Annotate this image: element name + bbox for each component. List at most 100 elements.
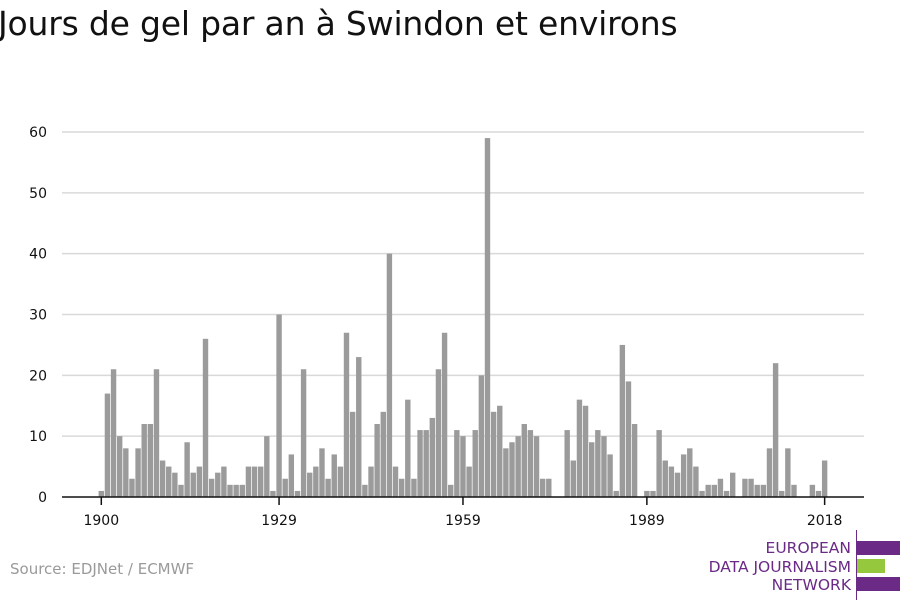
bar-1949 — [398, 478, 405, 497]
bar-1967 — [509, 442, 515, 497]
bar-2003 — [729, 472, 736, 497]
bar-1985 — [619, 344, 626, 497]
source-note: Source: EDJNet / ECMWF — [10, 560, 195, 578]
bar-1984 — [613, 490, 619, 497]
bar-1960 — [466, 466, 472, 497]
bar-2013 — [791, 484, 797, 497]
bar-1933 — [300, 369, 307, 497]
x-tick-label: 1959 — [445, 513, 481, 529]
bar-1981 — [595, 430, 601, 497]
bar-2011 — [779, 490, 785, 497]
bar-1979 — [582, 405, 589, 497]
bar-1978 — [576, 399, 583, 497]
bar-1969 — [521, 424, 527, 497]
y-tick-label: 60 — [29, 125, 47, 141]
bar-1941 — [349, 411, 356, 497]
bar-1936 — [319, 448, 325, 497]
logo-line-3: NETWORK — [771, 576, 851, 594]
bar-1940 — [343, 332, 350, 497]
bar-1911 — [166, 466, 172, 497]
bar-2001 — [717, 478, 724, 497]
y-tick-label: 10 — [29, 429, 47, 445]
bar-1919 — [215, 472, 221, 497]
chart-title: Jours de gel par an à Swindon et environ… — [0, 4, 678, 43]
bar-1966 — [503, 448, 509, 497]
bar-1914 — [184, 442, 190, 497]
bar-1948 — [392, 466, 399, 497]
bar-1944 — [368, 466, 374, 497]
bar-1992 — [662, 460, 668, 497]
bar-chart: 0 10 20 30 40 50 60 1900 1929 1959 1989 2018 — [29, 125, 864, 529]
bar-1996 — [687, 448, 693, 497]
bar-1903 — [116, 436, 123, 497]
bar-1900 — [98, 490, 104, 497]
bar-1950 — [405, 399, 411, 497]
bar-1987 — [631, 424, 638, 497]
bar-1922 — [233, 484, 239, 497]
bar-1965 — [497, 405, 503, 497]
bar-1906 — [135, 448, 141, 497]
bar-2012 — [785, 448, 791, 497]
bar-1924 — [245, 466, 252, 497]
bar-2005 — [742, 478, 748, 497]
bar-1921 — [227, 484, 233, 497]
bar-1918 — [208, 478, 215, 497]
bar-2007 — [754, 484, 760, 497]
bar-2008 — [760, 484, 767, 497]
bar-2000 — [711, 484, 717, 497]
bar-1998 — [699, 490, 705, 497]
logo-line-2: DATA JOURNALISM — [708, 557, 851, 576]
bar-1999 — [705, 484, 711, 497]
bar-1915 — [190, 472, 196, 497]
logo-bar-top — [857, 541, 900, 555]
y-tick-label: 40 — [29, 247, 47, 263]
y-tick-label: 0 — [38, 490, 47, 506]
bar-1908 — [147, 424, 154, 497]
bar-1982 — [601, 436, 607, 497]
bar-1958 — [454, 430, 460, 497]
bar-1939 — [337, 466, 344, 497]
bar-1926 — [257, 466, 264, 497]
bar-1962 — [478, 375, 485, 497]
bar-1930 — [282, 478, 288, 497]
y-tick-label: 50 — [29, 186, 47, 202]
edjnet-logo: EUROPEAN DATA JOURNALISM NETWORK — [700, 530, 900, 600]
bar-1943 — [362, 484, 368, 497]
bars — [98, 138, 828, 497]
bar-1990 — [650, 490, 656, 497]
bar-1963 — [484, 138, 491, 497]
bar-1910 — [159, 460, 166, 497]
bar-1905 — [129, 478, 135, 497]
bar-1968 — [515, 436, 521, 497]
bar-1946 — [380, 411, 386, 497]
bar-1955 — [435, 369, 442, 497]
bar-1925 — [251, 466, 258, 497]
logo-text: EUROPEAN DATA JOURNALISM NETWORK — [709, 539, 851, 595]
axes: 0 10 20 30 40 50 60 1900 1929 1959 1989 2018 — [29, 125, 864, 529]
y-tick-label: 30 — [29, 308, 47, 324]
bar-1993 — [668, 466, 675, 497]
bar-1937 — [325, 478, 331, 497]
bar-2016 — [809, 484, 816, 497]
bar-1961 — [472, 430, 478, 497]
bar-1980 — [589, 442, 595, 497]
bar-1994 — [674, 472, 681, 497]
bar-1913 — [178, 484, 184, 497]
bar-1902 — [110, 369, 117, 497]
bar-2017 — [815, 490, 822, 497]
bar-1907 — [141, 424, 147, 497]
bar-1972 — [539, 478, 546, 497]
bar-1927 — [264, 436, 270, 497]
bar-1997 — [693, 466, 699, 497]
bar-1920 — [221, 466, 227, 497]
bar-1970 — [527, 430, 534, 497]
bar-1957 — [448, 484, 454, 497]
logo-line-1: EUROPEAN — [765, 539, 851, 557]
bar-1976 — [564, 430, 570, 497]
bar-1989 — [644, 490, 650, 497]
bar-1917 — [202, 338, 209, 497]
bar-1991 — [656, 430, 662, 497]
bar-2006 — [748, 478, 754, 497]
bar-1951 — [411, 478, 417, 497]
logo-rule — [856, 530, 857, 600]
